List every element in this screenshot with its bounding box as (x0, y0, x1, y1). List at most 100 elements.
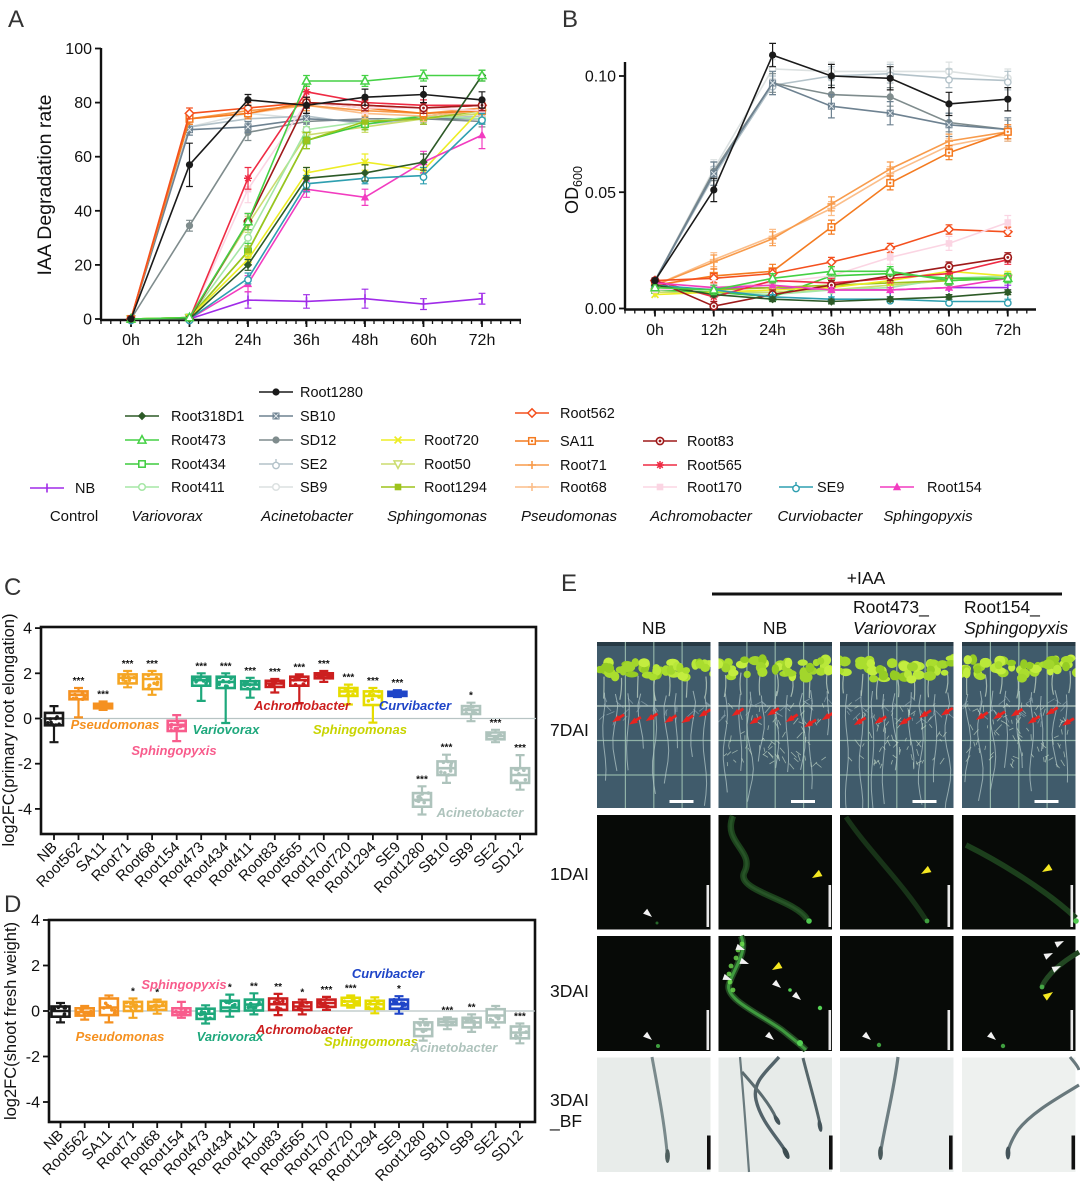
svg-text:A: A (8, 6, 24, 33)
svg-text:***: *** (441, 743, 453, 754)
svg-text:*: * (131, 987, 135, 998)
svg-text:100: 100 (65, 41, 92, 58)
svg-text:SE9: SE9 (817, 480, 844, 496)
svg-text:*: * (228, 983, 232, 994)
svg-text:Root154_: Root154_ (964, 597, 1040, 618)
svg-text:Root68: Root68 (560, 480, 607, 496)
svg-text:***: *** (269, 667, 281, 678)
svg-text:Root318D1: Root318D1 (171, 409, 244, 425)
svg-text:Sphingomonas: Sphingomonas (324, 1034, 418, 1049)
svg-text:3DAI: 3DAI (550, 1090, 589, 1110)
svg-text:+IAA: +IAA (847, 568, 886, 588)
svg-text:Achromobacter: Achromobacter (649, 508, 753, 525)
svg-text:Variovorax: Variovorax (193, 722, 260, 737)
svg-text:0: 0 (23, 711, 32, 728)
svg-text:Root562: Root562 (560, 406, 615, 422)
svg-text:***: *** (514, 1012, 526, 1023)
svg-text:12h: 12h (700, 322, 727, 339)
svg-text:60h: 60h (410, 332, 437, 349)
svg-text:Curviobacter: Curviobacter (777, 508, 863, 525)
svg-text:*: * (469, 691, 473, 702)
svg-text:***: *** (122, 659, 134, 670)
svg-text:log2FC(primary root elongation: log2FC(primary root elongation) (0, 614, 18, 847)
svg-text:Pseudomonas: Pseudomonas (76, 1029, 165, 1044)
svg-text:-2: -2 (18, 756, 32, 773)
svg-text:***: *** (97, 690, 109, 701)
svg-text:***: *** (416, 774, 428, 785)
svg-text:log2FC(shoot fresh weight): log2FC(shoot fresh weight) (2, 922, 20, 1120)
svg-text:*: * (300, 988, 304, 999)
svg-text:***: *** (442, 1005, 454, 1016)
svg-text:SA11: SA11 (560, 434, 594, 450)
svg-text:Sphingopyxis: Sphingopyxis (883, 508, 973, 525)
svg-text:Sphingomonas: Sphingomonas (313, 722, 407, 737)
svg-text:Acinetobacter: Acinetobacter (436, 805, 525, 820)
svg-text:***: *** (392, 678, 404, 689)
svg-text:Pseudomonas: Pseudomonas (71, 717, 160, 732)
svg-text:***: *** (367, 676, 379, 687)
svg-text:7DAI: 7DAI (550, 720, 589, 740)
svg-text:48h: 48h (352, 332, 379, 349)
svg-text:Variovorax: Variovorax (197, 1029, 264, 1044)
svg-text:0h: 0h (646, 322, 664, 339)
svg-text:0.00: 0.00 (585, 301, 616, 318)
svg-text:Curvibacter: Curvibacter (352, 966, 425, 981)
svg-text:NB: NB (642, 618, 666, 638)
svg-text:0: 0 (83, 312, 92, 329)
svg-text:***: *** (146, 659, 158, 670)
svg-text:Root565: Root565 (687, 458, 742, 474)
svg-text:SB9: SB9 (300, 480, 327, 496)
svg-text:***: *** (73, 676, 85, 687)
svg-text:0: 0 (31, 1004, 40, 1021)
svg-text:0.10: 0.10 (585, 69, 616, 86)
svg-text:NB: NB (75, 481, 95, 497)
svg-text:Root71: Root71 (560, 458, 607, 474)
svg-text:Sphingopyxis: Sphingopyxis (964, 618, 1068, 638)
svg-text:***: *** (244, 666, 256, 677)
svg-text:36h: 36h (293, 332, 320, 349)
svg-text:*: * (397, 984, 401, 995)
svg-text:*: * (155, 988, 159, 999)
svg-text:0.05: 0.05 (585, 185, 616, 202)
svg-text:40: 40 (74, 203, 92, 220)
svg-text:D: D (4, 891, 21, 918)
svg-text:Root154: Root154 (927, 480, 982, 496)
svg-text:Pseudomonas: Pseudomonas (521, 508, 617, 525)
svg-text:Root170: Root170 (687, 480, 742, 496)
svg-text:**: ** (274, 982, 282, 993)
svg-text:Root50: Root50 (424, 457, 471, 473)
svg-text:4: 4 (23, 621, 32, 638)
svg-text:SB10: SB10 (300, 409, 335, 425)
svg-text:***: *** (321, 985, 333, 996)
svg-text:Root473_: Root473_ (853, 597, 929, 618)
svg-text:Variovorax: Variovorax (853, 618, 937, 638)
svg-text:NB: NB (763, 618, 787, 638)
svg-text:Achromobacter: Achromobacter (255, 1022, 353, 1037)
svg-text:E: E (561, 570, 577, 597)
svg-text:Acinetobacter: Acinetobacter (410, 1040, 499, 1055)
svg-text:Root1280: Root1280 (300, 385, 363, 401)
svg-text:Sphingomonas: Sphingomonas (387, 508, 488, 525)
svg-text:Sphingopyxis: Sphingopyxis (131, 743, 216, 758)
svg-text:***: *** (514, 743, 526, 754)
svg-text:20: 20 (74, 257, 92, 274)
svg-text:3DAI: 3DAI (550, 981, 589, 1001)
svg-text:IAA Degradation rate: IAA Degradation rate (34, 94, 56, 275)
svg-text:12h: 12h (176, 332, 203, 349)
svg-text:60: 60 (74, 149, 92, 166)
svg-text:-4: -4 (26, 1095, 40, 1112)
svg-text:_BF: _BF (549, 1111, 582, 1132)
svg-text:Curvibacter: Curvibacter (379, 698, 452, 713)
svg-text:Root434: Root434 (171, 457, 226, 473)
svg-text:B: B (562, 6, 578, 33)
svg-text:***: *** (195, 661, 207, 672)
svg-text:60h: 60h (936, 322, 963, 339)
svg-text:***: *** (220, 661, 232, 672)
svg-text:24h: 24h (759, 322, 786, 339)
svg-text:Achromobacter: Achromobacter (253, 698, 351, 713)
svg-text:-4: -4 (18, 801, 32, 818)
svg-text:***: *** (318, 659, 330, 670)
svg-text:***: *** (293, 662, 305, 673)
svg-text:**: ** (468, 1002, 476, 1013)
svg-text:Acinetobacter: Acinetobacter (260, 508, 354, 525)
